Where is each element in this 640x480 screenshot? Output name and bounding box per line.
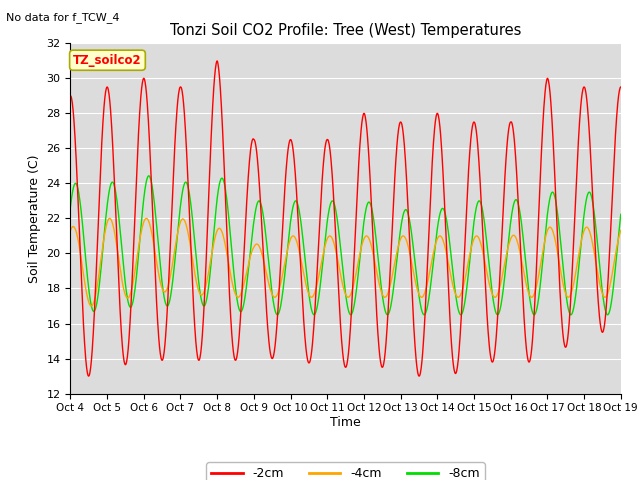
-2cm <box>617 84 625 90</box>
-8cm <box>432 239 440 244</box>
Text: TZ_soilco2: TZ_soilco2 <box>73 54 142 67</box>
-4cm <box>617 228 625 233</box>
Y-axis label: Soil Temperature (C): Soil Temperature (C) <box>28 154 41 283</box>
Title: Tonzi Soil CO2 Profile: Tree (West) Temperatures: Tonzi Soil CO2 Profile: Tree (West) Temp… <box>170 23 522 38</box>
Line: -4cm: -4cm <box>70 218 621 306</box>
-8cm <box>504 246 511 252</box>
-8cm <box>251 212 259 218</box>
-2cm <box>415 373 423 379</box>
-2cm <box>67 93 74 99</box>
Line: -2cm: -2cm <box>70 61 621 376</box>
X-axis label: Time: Time <box>330 416 361 429</box>
-4cm <box>106 216 114 221</box>
-8cm <box>176 208 184 214</box>
-8cm <box>189 223 197 229</box>
-2cm <box>504 136 511 142</box>
-4cm <box>552 242 560 248</box>
-2cm <box>552 205 560 211</box>
-4cm <box>67 228 74 234</box>
-8cm <box>617 212 625 217</box>
-4cm <box>432 241 440 247</box>
-4cm <box>252 242 259 248</box>
Text: No data for f_TCW_4: No data for f_TCW_4 <box>6 12 120 23</box>
-4cm <box>189 263 197 269</box>
-8cm <box>67 204 74 210</box>
-8cm <box>145 173 153 179</box>
-2cm <box>189 288 196 294</box>
Line: -8cm: -8cm <box>70 176 621 315</box>
-4cm <box>177 220 184 226</box>
-8cm <box>310 312 318 318</box>
-4cm <box>88 303 95 309</box>
Legend: -2cm, -4cm, -8cm: -2cm, -4cm, -8cm <box>207 462 484 480</box>
-2cm <box>213 58 221 64</box>
-4cm <box>504 247 511 252</box>
-2cm <box>432 116 440 122</box>
-2cm <box>175 86 183 92</box>
-2cm <box>251 138 259 144</box>
-8cm <box>552 201 560 206</box>
